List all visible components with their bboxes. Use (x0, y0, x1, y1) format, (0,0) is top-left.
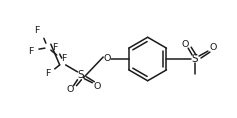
Text: F: F (45, 69, 50, 78)
Text: F: F (28, 47, 34, 56)
Text: O: O (67, 85, 74, 94)
Text: F: F (52, 43, 57, 52)
Text: O: O (94, 82, 101, 91)
Text: O: O (182, 40, 189, 49)
Text: F: F (34, 26, 40, 35)
Text: S: S (192, 54, 198, 64)
Text: O: O (209, 43, 217, 52)
Text: O: O (103, 55, 111, 63)
Text: S: S (77, 70, 84, 80)
Text: F: F (61, 55, 66, 63)
